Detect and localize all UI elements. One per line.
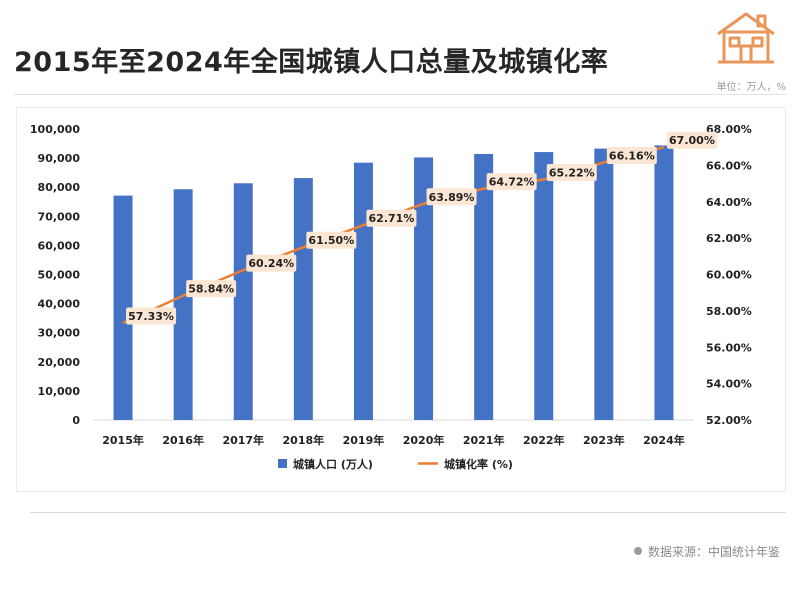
combo-chart: 0 10,000 20,000 30,000 40,000 50,000 60,000 70,… <box>30 123 752 471</box>
bar <box>474 153 494 420</box>
rate-data-label: 57.33% <box>128 310 174 323</box>
rate-label-box <box>546 164 597 182</box>
x-tick-label: 2022年 <box>523 433 565 447</box>
y-right-tick-label: 58.00% <box>706 305 752 318</box>
house-icon <box>717 12 775 64</box>
x-tick-label: 2020年 <box>403 433 445 447</box>
bar <box>233 183 253 420</box>
legend-bar-swatch <box>278 459 287 468</box>
y-right-tick-label: 54.00% <box>706 378 752 391</box>
title-divider <box>14 94 786 95</box>
y-left-tick-label: 0 <box>72 414 80 427</box>
rate-data-label: 58.84% <box>188 283 234 296</box>
unit-note: 单位：万人，% <box>716 82 786 93</box>
rate-data-label: 60.24% <box>248 257 294 270</box>
rate-label-box <box>246 254 297 272</box>
y-right-tick-label: 64.00% <box>706 196 752 209</box>
rate-data-label: 66.16% <box>609 149 655 162</box>
x-tick-label: 2018年 <box>283 433 325 447</box>
rate-data-label: 62.71% <box>369 212 415 225</box>
bar <box>353 162 373 420</box>
y-right-tick-label: 62.00% <box>706 232 752 245</box>
rate-data-label: 63.89% <box>429 191 475 204</box>
x-tick-label: 2024年 <box>643 433 685 447</box>
bar <box>534 152 554 420</box>
y-left-tick-label: 80,000 <box>38 181 81 194</box>
bar <box>113 195 133 420</box>
x-tick-label: 2017年 <box>222 433 264 447</box>
y-right-tick-label: 66.00% <box>706 159 752 172</box>
x-tick-label: 2019年 <box>343 433 385 447</box>
y-left-tick-label: 60,000 <box>38 239 81 252</box>
page-title: 2015年至2024年全国城镇人口总量及城镇化率 <box>14 47 609 78</box>
x-tick-label: 2021年 <box>463 433 505 447</box>
legend-bar-label: 城镇人口 (万人) <box>293 457 373 471</box>
rate-data-label: 64.72% <box>489 176 535 189</box>
y-left-tick-label: 10,000 <box>38 385 81 398</box>
x-tick-label: 2015年 <box>102 433 144 447</box>
rate-label-box <box>486 173 537 191</box>
source-note: 数据来源：中国统计年鉴 <box>633 543 780 560</box>
y-left-tick-label: 20,000 <box>38 356 81 369</box>
y-right-tick-label: 68.00% <box>706 123 752 136</box>
rate-label-box <box>666 131 717 149</box>
bar <box>654 145 674 420</box>
y-left-tick-label: 30,000 <box>38 327 81 340</box>
rate-label-box <box>426 188 477 206</box>
footer-divider <box>30 512 786 513</box>
y-left-tick-label: 40,000 <box>38 298 81 311</box>
rate-label-box <box>606 146 657 164</box>
rate-label-box <box>306 231 357 249</box>
y-left-tick-label: 70,000 <box>38 210 81 223</box>
rate-label-box <box>186 280 237 298</box>
bullet-dot-icon <box>633 547 642 555</box>
rate-label-box <box>366 209 417 227</box>
bar <box>173 189 193 420</box>
bar <box>414 157 434 420</box>
x-tick-label: 2023年 <box>583 433 625 447</box>
rate-data-label: 67.00% <box>669 134 715 147</box>
rate-label-box <box>126 307 177 325</box>
y-left-tick-label: 100,000 <box>30 123 80 136</box>
y-left-tick-label: 50,000 <box>38 269 81 282</box>
rate-data-label: 61.50% <box>308 234 354 247</box>
x-tick-label: 2016年 <box>162 433 204 447</box>
rate-data-label: 65.22% <box>549 167 595 180</box>
y-right-tick-label: 56.00% <box>706 341 752 354</box>
legend-line-label: 城镇化率 (%) <box>444 457 513 471</box>
source-text: 数据来源：中国统计年鉴 <box>647 545 780 559</box>
bar <box>293 178 313 420</box>
y-left-tick-label: 90,000 <box>38 152 81 165</box>
y-right-tick-label: 60.00% <box>706 269 752 282</box>
y-right-tick-label: 52.00% <box>706 414 752 427</box>
bar <box>594 148 614 421</box>
